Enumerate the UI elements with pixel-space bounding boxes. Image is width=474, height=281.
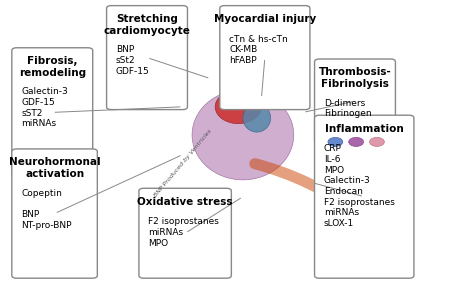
Text: hFABP: hFABP (229, 56, 257, 65)
Text: MPO: MPO (324, 166, 344, 175)
Circle shape (370, 137, 384, 146)
Text: BNP: BNP (116, 45, 134, 54)
Text: sST2: sST2 (21, 109, 43, 118)
Text: IL-6: IL-6 (324, 155, 340, 164)
Text: BNP: BNP (21, 210, 39, 219)
Text: Stretching
cardiomyocyte: Stretching cardiomyocyte (104, 14, 191, 36)
Text: Endocan: Endocan (324, 187, 363, 196)
Text: NT-pro-BNP: NT-pro-BNP (21, 221, 72, 230)
FancyBboxPatch shape (220, 6, 310, 110)
FancyBboxPatch shape (139, 188, 231, 278)
Text: MPO: MPO (148, 239, 168, 248)
Text: Myocardial injury: Myocardial injury (214, 14, 316, 24)
Ellipse shape (243, 104, 271, 132)
Text: Fibrosis,
remodeling: Fibrosis, remodeling (18, 56, 86, 78)
Text: BNP Produced by Ventricles: BNP Produced by Ventricles (153, 128, 213, 198)
Circle shape (328, 137, 343, 146)
Text: miRNAs: miRNAs (21, 119, 56, 128)
Text: sLOX-1: sLOX-1 (324, 219, 354, 228)
Text: CK-MB: CK-MB (229, 45, 257, 54)
Text: GDF-15: GDF-15 (116, 67, 150, 76)
Text: CRP: CRP (324, 144, 342, 153)
Text: Thrombosis-
Fibrinolysis: Thrombosis- Fibrinolysis (319, 67, 392, 89)
Text: miRNAs: miRNAs (148, 228, 183, 237)
FancyBboxPatch shape (107, 6, 187, 110)
FancyBboxPatch shape (315, 115, 414, 278)
Text: Neurohormonal
activation: Neurohormonal activation (9, 157, 100, 179)
FancyBboxPatch shape (12, 149, 97, 278)
Text: cTn & hs-cTn: cTn & hs-cTn (229, 35, 288, 44)
Circle shape (349, 137, 364, 146)
Text: Fibrinogen: Fibrinogen (324, 109, 372, 118)
Text: GDF-15: GDF-15 (21, 98, 55, 107)
Text: F2 isoprostanes: F2 isoprostanes (324, 198, 395, 207)
Text: miRNAs: miRNAs (324, 208, 359, 217)
Ellipse shape (192, 90, 294, 180)
Text: Copeptin: Copeptin (21, 189, 62, 198)
FancyBboxPatch shape (12, 48, 93, 177)
Text: sSt2: sSt2 (116, 56, 136, 65)
Ellipse shape (215, 90, 261, 124)
FancyBboxPatch shape (315, 59, 395, 143)
Text: D-dimers: D-dimers (324, 99, 365, 108)
Text: Galectin-3: Galectin-3 (324, 176, 371, 185)
Text: Oxidative stress: Oxidative stress (137, 197, 233, 207)
Text: Galectin-3: Galectin-3 (21, 87, 68, 96)
Text: Inflammation: Inflammation (325, 124, 403, 134)
FancyArrowPatch shape (255, 164, 356, 212)
Text: F2 isoprostanes: F2 isoprostanes (148, 217, 219, 226)
